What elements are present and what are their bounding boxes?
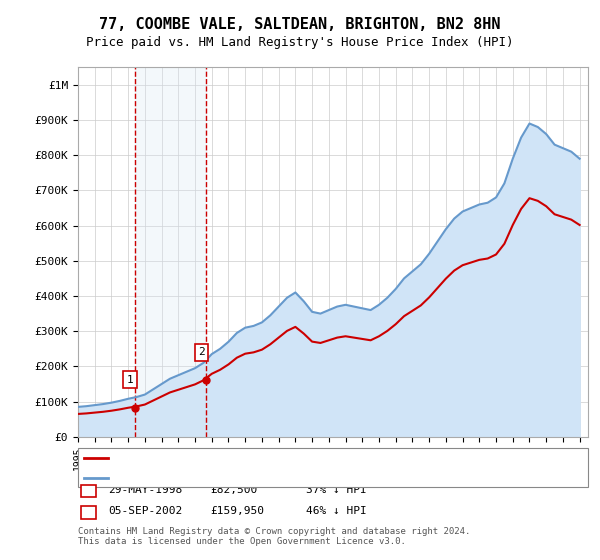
Bar [135, 67, 206, 437]
Text: £82,500: £82,500 [210, 485, 257, 495]
Text: Price paid vs. HM Land Registry's House Price Index (HPI): Price paid vs. HM Land Registry's House … [86, 36, 514, 49]
Text: 29-MAY-1998: 29-MAY-1998 [108, 485, 182, 495]
Text: 1: 1 [127, 375, 133, 385]
Text: Contains HM Land Registry data © Crown copyright and database right 2024.
This d: Contains HM Land Registry data © Crown c… [78, 526, 470, 546]
Text: HPI: Average price, detached house, Brighton and Hove: HPI: Average price, detached house, Brig… [114, 473, 445, 483]
Text: 2: 2 [85, 506, 92, 516]
Text: 46% ↓ HPI: 46% ↓ HPI [306, 506, 367, 516]
Text: £159,950: £159,950 [210, 506, 264, 516]
Text: 2: 2 [198, 347, 205, 357]
Text: 37% ↓ HPI: 37% ↓ HPI [306, 485, 367, 495]
Text: 05-SEP-2002: 05-SEP-2002 [108, 506, 182, 516]
Text: 77, COOMBE VALE, SALTDEAN, BRIGHTON, BN2 8HN: 77, COOMBE VALE, SALTDEAN, BRIGHTON, BN2… [99, 17, 501, 32]
Text: 1: 1 [85, 485, 92, 495]
Text: 77, COOMBE VALE, SALTDEAN, BRIGHTON, BN2 8HN (detached house): 77, COOMBE VALE, SALTDEAN, BRIGHTON, BN2… [114, 452, 495, 463]
